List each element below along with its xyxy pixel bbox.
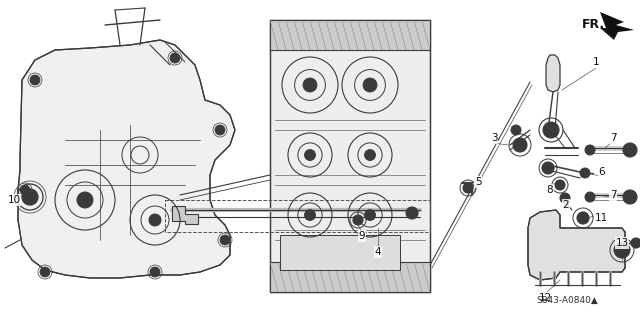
Circle shape	[577, 212, 589, 224]
Circle shape	[40, 267, 50, 277]
Text: 11: 11	[595, 213, 607, 223]
Circle shape	[363, 78, 377, 92]
Circle shape	[303, 78, 317, 92]
Polygon shape	[172, 206, 198, 224]
Text: 4: 4	[374, 247, 381, 257]
Circle shape	[220, 235, 230, 245]
Circle shape	[623, 143, 637, 157]
Polygon shape	[528, 210, 625, 280]
Circle shape	[543, 122, 559, 138]
Text: 1: 1	[593, 57, 599, 67]
Circle shape	[406, 207, 418, 219]
Circle shape	[365, 150, 376, 160]
Circle shape	[555, 180, 565, 190]
Circle shape	[560, 193, 570, 203]
Circle shape	[463, 183, 473, 193]
Text: S843-A0840▲: S843-A0840▲	[536, 296, 598, 305]
Circle shape	[215, 125, 225, 135]
Circle shape	[623, 190, 637, 204]
Circle shape	[22, 189, 38, 205]
Text: 8: 8	[547, 185, 554, 195]
Circle shape	[513, 138, 527, 152]
Text: 5: 5	[475, 177, 481, 187]
Circle shape	[77, 192, 93, 208]
Text: 9: 9	[358, 231, 365, 241]
Text: 10: 10	[8, 195, 20, 205]
Text: 6: 6	[598, 167, 605, 177]
Polygon shape	[18, 40, 235, 278]
Circle shape	[585, 192, 595, 202]
Circle shape	[631, 238, 640, 248]
Circle shape	[305, 150, 316, 160]
Circle shape	[585, 145, 595, 155]
FancyBboxPatch shape	[270, 262, 430, 292]
Circle shape	[365, 210, 376, 220]
Circle shape	[170, 53, 180, 63]
Circle shape	[511, 125, 521, 135]
FancyBboxPatch shape	[280, 235, 400, 270]
Circle shape	[20, 185, 30, 195]
Text: 2: 2	[563, 200, 570, 210]
Text: 3: 3	[491, 133, 497, 143]
Circle shape	[149, 214, 161, 226]
Polygon shape	[546, 55, 560, 92]
Text: 7: 7	[610, 133, 616, 143]
FancyBboxPatch shape	[270, 20, 430, 292]
Text: 7: 7	[610, 190, 616, 200]
Circle shape	[580, 168, 590, 178]
Text: FR.: FR.	[582, 18, 605, 31]
Text: 12: 12	[538, 293, 552, 303]
Polygon shape	[600, 12, 634, 40]
Circle shape	[305, 210, 316, 220]
Text: 13: 13	[616, 238, 628, 248]
Circle shape	[542, 162, 554, 174]
Circle shape	[30, 75, 40, 85]
FancyBboxPatch shape	[270, 20, 430, 50]
Circle shape	[150, 267, 160, 277]
Circle shape	[614, 242, 630, 258]
Circle shape	[353, 215, 363, 225]
